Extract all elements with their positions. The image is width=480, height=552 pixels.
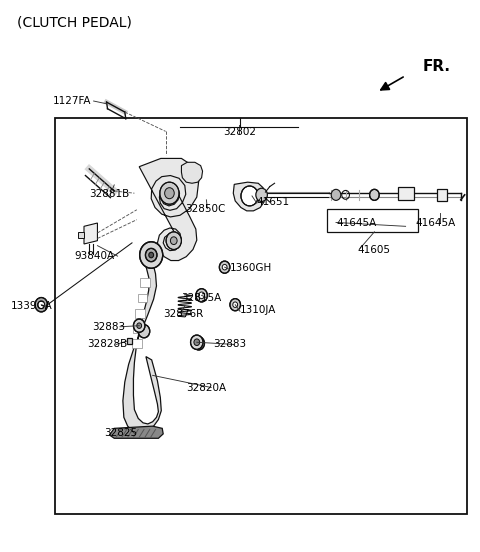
Circle shape xyxy=(331,189,341,200)
Text: 32828B: 32828B xyxy=(87,339,128,349)
Circle shape xyxy=(222,264,227,270)
Polygon shape xyxy=(123,256,161,433)
Text: 1360GH: 1360GH xyxy=(229,263,272,273)
Circle shape xyxy=(38,301,45,309)
Circle shape xyxy=(194,339,200,346)
Circle shape xyxy=(160,182,179,204)
Polygon shape xyxy=(109,426,163,438)
Text: 93840A: 93840A xyxy=(74,251,115,261)
Text: 41645A: 41645A xyxy=(336,218,376,228)
Circle shape xyxy=(145,248,157,262)
Text: 32883: 32883 xyxy=(214,339,247,349)
Text: 41605: 41605 xyxy=(358,245,391,254)
Circle shape xyxy=(170,237,177,245)
Text: 1339GA: 1339GA xyxy=(11,301,52,311)
Circle shape xyxy=(133,319,145,332)
Polygon shape xyxy=(78,232,84,238)
Text: 32825: 32825 xyxy=(105,428,138,438)
Bar xyxy=(127,338,132,344)
Circle shape xyxy=(219,261,230,273)
Polygon shape xyxy=(138,294,147,302)
Bar xyxy=(55,118,467,514)
Circle shape xyxy=(241,186,258,206)
Circle shape xyxy=(191,335,203,349)
Polygon shape xyxy=(84,223,97,244)
Text: (CLUTCH PEDAL): (CLUTCH PEDAL) xyxy=(17,15,132,29)
Polygon shape xyxy=(140,278,150,287)
Text: 41645A: 41645A xyxy=(415,218,456,228)
Circle shape xyxy=(199,292,204,299)
Text: 32802: 32802 xyxy=(224,128,256,137)
Text: 32876R: 32876R xyxy=(163,309,204,319)
Bar xyxy=(437,189,447,201)
Text: 1310JA: 1310JA xyxy=(240,305,276,315)
Circle shape xyxy=(165,188,174,199)
Circle shape xyxy=(35,298,48,312)
Polygon shape xyxy=(233,182,265,211)
Circle shape xyxy=(137,323,142,328)
Circle shape xyxy=(370,189,379,200)
Text: 32850C: 32850C xyxy=(185,204,225,214)
Circle shape xyxy=(140,242,163,268)
Polygon shape xyxy=(139,158,199,261)
Polygon shape xyxy=(133,324,143,333)
Text: 32883: 32883 xyxy=(93,322,126,332)
Circle shape xyxy=(233,302,238,307)
Polygon shape xyxy=(132,339,142,348)
Circle shape xyxy=(193,337,204,350)
Circle shape xyxy=(138,325,150,338)
Bar xyxy=(327,209,418,232)
Circle shape xyxy=(230,299,240,311)
Polygon shape xyxy=(135,309,145,318)
Circle shape xyxy=(166,232,181,250)
Text: 32820A: 32820A xyxy=(186,383,227,392)
Circle shape xyxy=(149,252,154,258)
Bar xyxy=(398,187,414,200)
Polygon shape xyxy=(181,162,203,183)
Circle shape xyxy=(196,289,207,302)
Circle shape xyxy=(256,188,267,201)
Text: FR.: FR. xyxy=(422,59,450,74)
Text: 32815A: 32815A xyxy=(181,293,222,303)
Text: 1127FA: 1127FA xyxy=(53,96,91,106)
Text: 41651: 41651 xyxy=(257,197,290,207)
Text: 32881B: 32881B xyxy=(89,189,129,199)
